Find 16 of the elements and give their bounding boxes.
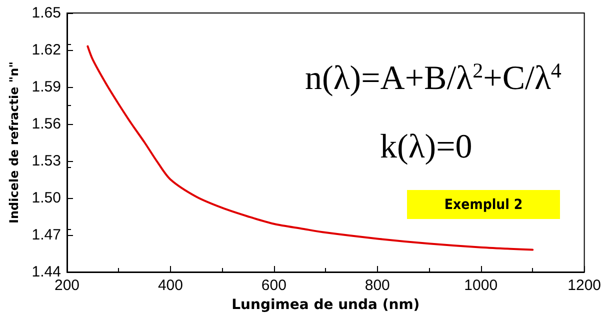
x-axis-title: Lungimea de unda (nm) bbox=[232, 297, 420, 313]
annotation: k(λ)=0 bbox=[380, 128, 472, 166]
y-tick-label: 1.59 bbox=[32, 78, 61, 96]
y-tick-label: 1.65 bbox=[32, 4, 61, 22]
y-axis-title: Indicele de refractie "n" bbox=[7, 62, 21, 224]
x-tick-label: 600 bbox=[261, 277, 286, 294]
x-tick-label: 800 bbox=[364, 277, 390, 294]
x-tick-label: 1000 bbox=[464, 277, 498, 294]
x-tick-label: 400 bbox=[158, 277, 183, 294]
y-tick-label: 1.50 bbox=[32, 190, 61, 206]
y-tick-label: 1.47 bbox=[32, 226, 61, 244]
y-tick-label: 1.53 bbox=[32, 152, 61, 170]
y-tick-label: 1.56 bbox=[32, 116, 61, 132]
y-tick-label: 1.62 bbox=[32, 42, 61, 58]
label-box: Exemplul 2 bbox=[407, 190, 560, 219]
x-tick-label: 1200 bbox=[568, 277, 602, 294]
